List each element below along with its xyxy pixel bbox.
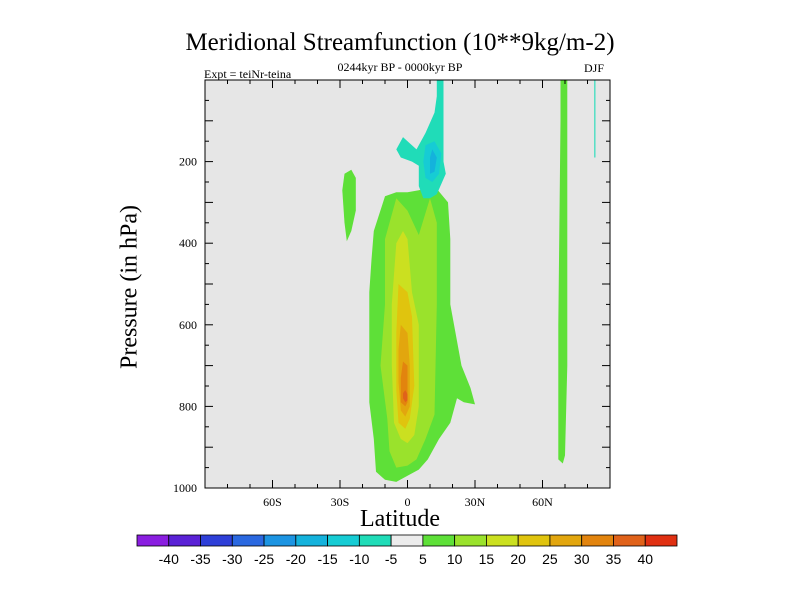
x-tick-label: 0 (405, 495, 411, 509)
y-tick-label: 400 (179, 236, 197, 250)
x-axis-label: Latitude (360, 506, 440, 532)
x-tick-label: 60N (532, 495, 553, 509)
colorbar-swatch (613, 534, 646, 547)
colorbar-label: -35 (190, 551, 210, 567)
y-tick-label: 600 (179, 318, 197, 332)
colorbar-label: -15 (317, 551, 337, 567)
colorbar-label: 35 (606, 551, 622, 567)
experiment-label: Expt = teiNr-teina (204, 67, 292, 81)
colorbar-swatch (295, 534, 328, 547)
y-tick-label: 800 (179, 399, 197, 413)
colorbar-label: 20 (510, 551, 526, 567)
colorbar-swatch (327, 534, 360, 547)
colorbar-label: 25 (542, 551, 558, 567)
y-axis-label: Pressure (in hPa) (116, 205, 143, 369)
chart-title: Meridional Streamfunction (10**9kg/m-2) (185, 29, 615, 56)
colorbar-label: -10 (349, 551, 369, 567)
colorbar-swatch (549, 534, 583, 547)
colorbar-label: 30 (574, 551, 590, 567)
colorbar-label: 10 (447, 551, 463, 567)
axis-ticks: 60S 30S 0 30N 60N 200 400 600 800 1000 (173, 80, 611, 509)
colorbar-label: 40 (637, 551, 653, 567)
colorbar-swatch (390, 534, 424, 547)
x-tick-label: 30N (465, 495, 486, 509)
colorbar-swatch (263, 534, 297, 547)
colorbar-label: 15 (479, 551, 495, 567)
colorbar-swatch (231, 534, 265, 547)
contour-blue-core (430, 149, 437, 174)
colorbar-label: -40 (159, 551, 179, 567)
contour-green-far-east-strip (558, 80, 568, 464)
colorbar-swatch (136, 534, 170, 547)
colorbar-swatch (358, 534, 392, 547)
colorbar-swatch (517, 534, 551, 547)
plot-frame (204, 79, 611, 489)
colorbar-label: 5 (419, 551, 427, 567)
contour-green-western-lobe (342, 169, 356, 242)
colorbar-label: -5 (385, 551, 398, 567)
colorbar-label: -20 (286, 551, 306, 567)
colorbar-swatch (200, 534, 233, 547)
y-tick-label: 200 (179, 155, 197, 169)
colorbar-swatch (486, 534, 519, 547)
colorbar-label: -25 (254, 551, 274, 567)
x-tick-label: 30S (331, 495, 350, 509)
chart-subtitle: 0244kyr BP - 0000kyr BP (337, 60, 463, 74)
x-tick-label: 60S (263, 495, 282, 509)
contour-regions (342, 80, 596, 482)
season-label: DJF (584, 61, 605, 75)
contour-red-core (403, 390, 408, 403)
contour-cyan-east-sliver (594, 80, 596, 158)
colorbar: -40 -35 -30 -25 -20 -15 -10 -5 5 10 15 20 25 30 35 40 (136, 534, 678, 567)
colorbar-swatch (581, 534, 614, 547)
y-tick-label: 1000 (173, 481, 197, 495)
colorbar-swatch (454, 534, 487, 547)
colorbar-swatch (644, 534, 678, 547)
colorbar-swatch (422, 534, 456, 547)
colorbar-swatch (168, 534, 201, 547)
colorbar-label: -30 (222, 551, 242, 567)
